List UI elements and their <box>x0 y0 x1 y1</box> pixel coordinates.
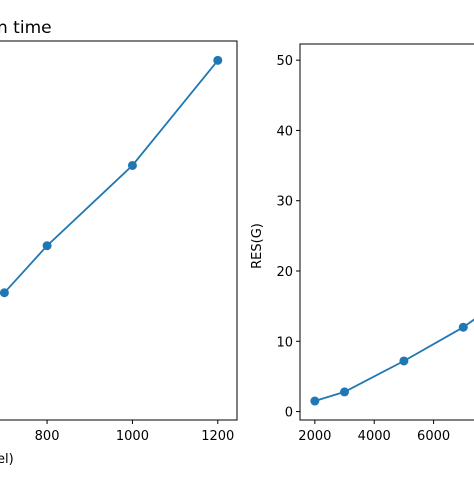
data-point <box>0 288 9 298</box>
left-chart: n time 800 1000 1200 el) <box>0 18 238 467</box>
x-tick-label: 800 <box>35 429 60 444</box>
series-line <box>314 318 474 402</box>
y-tick-label: 40 <box>276 124 293 139</box>
data-point <box>458 322 468 332</box>
data-point <box>399 356 409 366</box>
right-plot-frame <box>299 43 474 421</box>
x-tick-label: 4000 <box>358 429 391 444</box>
y-tick-label: 50 <box>276 54 293 69</box>
y-tick-label: 30 <box>276 195 293 210</box>
left-chart-title: n time <box>0 18 52 38</box>
x-tick-label: 6000 <box>417 429 450 444</box>
right-y-axis-label: RES(G) <box>250 223 265 269</box>
left-plot-frame <box>0 40 238 421</box>
data-point <box>42 241 52 251</box>
x-tick-label: 2000 <box>298 429 331 444</box>
x-tick-label: 1200 <box>201 429 234 444</box>
data-point <box>127 160 137 170</box>
y-tick-label: 10 <box>276 335 293 350</box>
y-tick-label: 0 <box>285 406 293 421</box>
data-point <box>340 387 350 397</box>
right-chart: 2000 4000 6000 0 10 20 30 40 50 RES(G) <box>250 43 474 444</box>
left-x-axis-label: el) <box>0 452 14 467</box>
data-point <box>213 55 223 65</box>
x-tick-label: 1000 <box>116 429 149 444</box>
series-line <box>3 59 219 294</box>
data-point <box>310 396 320 406</box>
y-tick-label: 20 <box>276 265 293 280</box>
